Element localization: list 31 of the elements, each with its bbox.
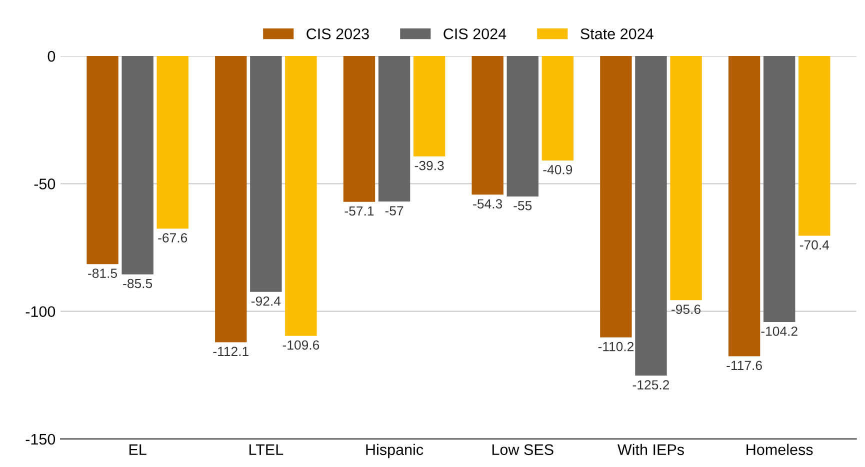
data-label: -40.9 [543,164,572,174]
data-label: -95.6 [672,304,700,314]
data-label: -54.3 [473,199,502,209]
x-tick-label: Hispanic [366,444,424,458]
data-label: -57.1 [344,206,374,216]
x-tick-label: With IEPs [618,444,684,456]
data-label: -110.2 [598,342,634,352]
data-label: -85.5 [123,278,152,288]
data-label: -92.4 [251,296,281,306]
data-label: -81.5 [88,268,118,278]
data-label: -57 [385,206,404,216]
y-tick-label: -150 [26,434,56,445]
y-tick-label: -50 [34,178,56,190]
data-label: -70.4 [800,240,830,250]
legend-label: CIS 2023 [306,28,369,40]
data-label: -125.2 [632,380,670,390]
data-label: -104.2 [761,326,798,336]
data-label: -117.6 [726,360,762,370]
y-tick-label: 0 [48,50,56,62]
data-label: -67.6 [158,233,188,242]
y-tick-label: -100 [26,306,56,318]
data-label: -112.1 [213,346,248,356]
legend-label: CIS 2024 [444,28,506,40]
legend-label: State 2024 [580,28,654,40]
data-label: -39.3 [414,160,444,170]
data-label: -55 [514,201,532,210]
x-tick-label: Homeless [746,444,813,456]
x-tick-label: LTEL [249,444,284,455]
x-tick-label: Low SES [492,444,554,456]
x-tick-label: EL [129,444,146,455]
data-label: -109.6 [282,340,320,350]
